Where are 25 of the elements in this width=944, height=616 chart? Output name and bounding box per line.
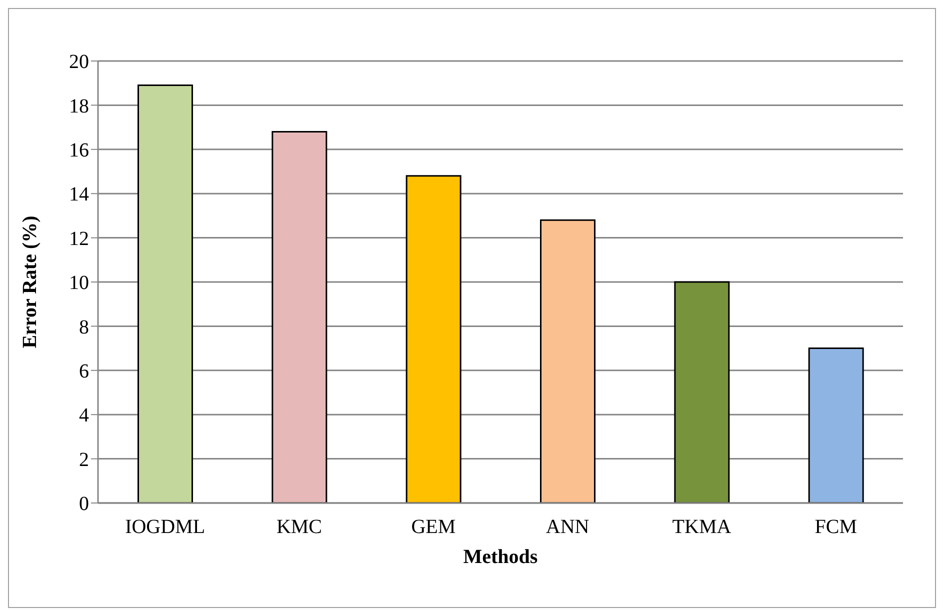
y-tick-label: 2 <box>79 448 89 471</box>
bar <box>406 175 462 503</box>
bar <box>138 84 193 503</box>
y-tick-label: 18 <box>69 95 89 118</box>
bar <box>808 348 864 503</box>
y-tick-label: 8 <box>79 316 89 338</box>
y-tick-label: 20 <box>69 51 89 74</box>
x-tick-label: TKMA <box>672 516 732 538</box>
bar <box>674 281 730 503</box>
x-tick-label: ANN <box>546 516 590 538</box>
bar <box>540 219 596 503</box>
x-axis-title: Methods <box>463 546 538 568</box>
y-tick-label: 0 <box>79 493 89 516</box>
y-tick-label: 16 <box>69 140 89 162</box>
y-tick-label: 12 <box>69 228 89 250</box>
x-tick-label: KMC <box>276 516 322 538</box>
x-tick-label: IOGDML <box>125 516 206 538</box>
y-axis-title: Error Rate (%) <box>19 216 42 348</box>
y-tick-label: 10 <box>69 272 89 294</box>
y-tick-label: 14 <box>69 184 89 206</box>
y-tick-label: 4 <box>79 404 89 427</box>
bar <box>272 130 328 503</box>
x-tick-label: GEM <box>411 516 456 538</box>
x-tick-label: FCM <box>814 516 858 538</box>
y-tick-label: 6 <box>79 360 89 382</box>
